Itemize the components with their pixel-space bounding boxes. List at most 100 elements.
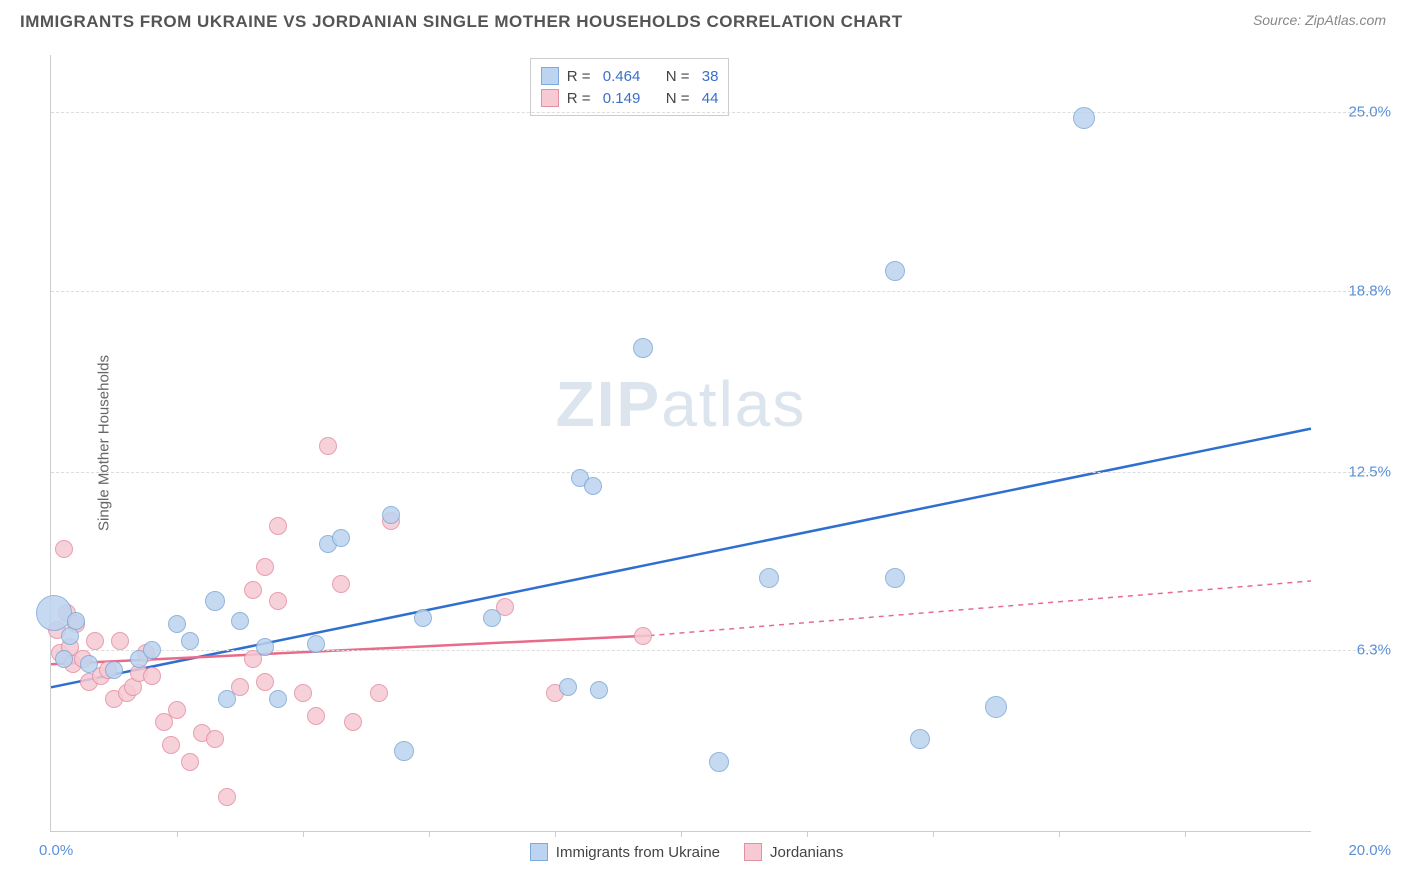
data-point bbox=[162, 736, 180, 754]
n-value: 44 bbox=[702, 90, 719, 107]
x-tick bbox=[933, 831, 934, 837]
data-point bbox=[269, 517, 287, 535]
grid-line bbox=[51, 112, 1381, 113]
trend-lines-layer bbox=[51, 55, 1311, 831]
legend-label: Immigrants from Ukraine bbox=[556, 844, 720, 861]
legend-item: Immigrants from Ukraine bbox=[530, 843, 720, 861]
data-point bbox=[181, 632, 199, 650]
x-tick bbox=[177, 831, 178, 837]
data-point bbox=[590, 681, 608, 699]
data-point bbox=[168, 701, 186, 719]
data-point bbox=[256, 638, 274, 656]
r-label: R = bbox=[567, 68, 595, 85]
y-tick-label: 18.8% bbox=[1348, 282, 1391, 299]
y-tick-label: 6.3% bbox=[1357, 641, 1391, 658]
watermark-light: atlas bbox=[661, 368, 806, 440]
data-point bbox=[105, 661, 123, 679]
n-value: 38 bbox=[702, 68, 719, 85]
x-tick bbox=[681, 831, 682, 837]
y-tick-label: 12.5% bbox=[1348, 463, 1391, 480]
data-point bbox=[709, 752, 729, 772]
r-label: R = bbox=[567, 90, 595, 107]
data-point bbox=[985, 696, 1007, 718]
stats-row: R = 0.464 N = 38 bbox=[541, 65, 719, 87]
data-point bbox=[256, 673, 274, 691]
data-point bbox=[483, 609, 501, 627]
data-point bbox=[244, 581, 262, 599]
data-point bbox=[55, 650, 73, 668]
series-legend: Immigrants from Ukraine Jordanians bbox=[530, 843, 844, 861]
data-point bbox=[294, 684, 312, 702]
watermark-bold: ZIP bbox=[556, 368, 662, 440]
data-point bbox=[307, 707, 325, 725]
legend-item: Jordanians bbox=[744, 843, 843, 861]
data-point bbox=[382, 506, 400, 524]
data-point bbox=[633, 338, 653, 358]
data-point bbox=[218, 690, 236, 708]
x-axis-max-label: 20.0% bbox=[1348, 842, 1391, 859]
x-tick bbox=[1059, 831, 1060, 837]
legend-label: Jordanians bbox=[770, 844, 843, 861]
data-point bbox=[55, 540, 73, 558]
data-point bbox=[885, 261, 905, 281]
x-tick bbox=[303, 831, 304, 837]
data-point bbox=[218, 788, 236, 806]
n-label: N = bbox=[666, 90, 694, 107]
data-point bbox=[269, 690, 287, 708]
data-point bbox=[80, 655, 98, 673]
trend-line bbox=[51, 429, 1311, 688]
data-point bbox=[584, 477, 602, 495]
data-point bbox=[111, 632, 129, 650]
data-point bbox=[143, 667, 161, 685]
correlation-stats-box: R = 0.464 N = 38 R = 0.149 N = 44 bbox=[530, 58, 730, 116]
data-point bbox=[205, 591, 225, 611]
x-tick bbox=[429, 831, 430, 837]
data-point bbox=[206, 730, 224, 748]
data-point bbox=[36, 595, 72, 631]
y-axis-title: Single Mother Households bbox=[95, 355, 112, 531]
data-point bbox=[269, 592, 287, 610]
data-point bbox=[86, 632, 104, 650]
data-point bbox=[67, 612, 85, 630]
grid-line bbox=[51, 472, 1381, 473]
x-axis-min-label: 0.0% bbox=[39, 842, 73, 859]
r-value: 0.464 bbox=[603, 68, 658, 85]
x-tick bbox=[555, 831, 556, 837]
chart-plot-area: Single Mother Households ZIPatlas R = 0.4… bbox=[50, 55, 1311, 832]
watermark: ZIPatlas bbox=[556, 367, 807, 441]
data-point bbox=[910, 729, 930, 749]
chart-title: IMMIGRANTS FROM UKRAINE VS JORDANIAN SIN… bbox=[20, 12, 903, 32]
data-point bbox=[332, 575, 350, 593]
data-point bbox=[634, 627, 652, 645]
data-point bbox=[759, 568, 779, 588]
data-point bbox=[559, 678, 577, 696]
source-name: ZipAtlas.com bbox=[1305, 12, 1386, 28]
legend-swatch bbox=[530, 843, 548, 861]
x-tick bbox=[1185, 831, 1186, 837]
data-point bbox=[885, 568, 905, 588]
legend-swatch bbox=[541, 89, 559, 107]
data-point bbox=[168, 615, 186, 633]
source-attribution: Source: ZipAtlas.com bbox=[1253, 12, 1386, 28]
data-point bbox=[1073, 107, 1095, 129]
n-label: N = bbox=[666, 68, 694, 85]
legend-swatch bbox=[541, 67, 559, 85]
data-point bbox=[344, 713, 362, 731]
data-point bbox=[143, 641, 161, 659]
grid-line bbox=[51, 291, 1381, 292]
y-tick-label: 25.0% bbox=[1348, 104, 1391, 121]
data-point bbox=[307, 635, 325, 653]
trend-line bbox=[650, 581, 1312, 636]
data-point bbox=[394, 741, 414, 761]
data-point bbox=[181, 753, 199, 771]
x-tick bbox=[807, 831, 808, 837]
data-point bbox=[256, 558, 274, 576]
r-value: 0.149 bbox=[603, 90, 658, 107]
data-point bbox=[414, 609, 432, 627]
legend-swatch bbox=[744, 843, 762, 861]
data-point bbox=[319, 437, 337, 455]
data-point bbox=[231, 612, 249, 630]
data-point bbox=[332, 529, 350, 547]
data-point bbox=[370, 684, 388, 702]
stats-row: R = 0.149 N = 44 bbox=[541, 87, 719, 109]
